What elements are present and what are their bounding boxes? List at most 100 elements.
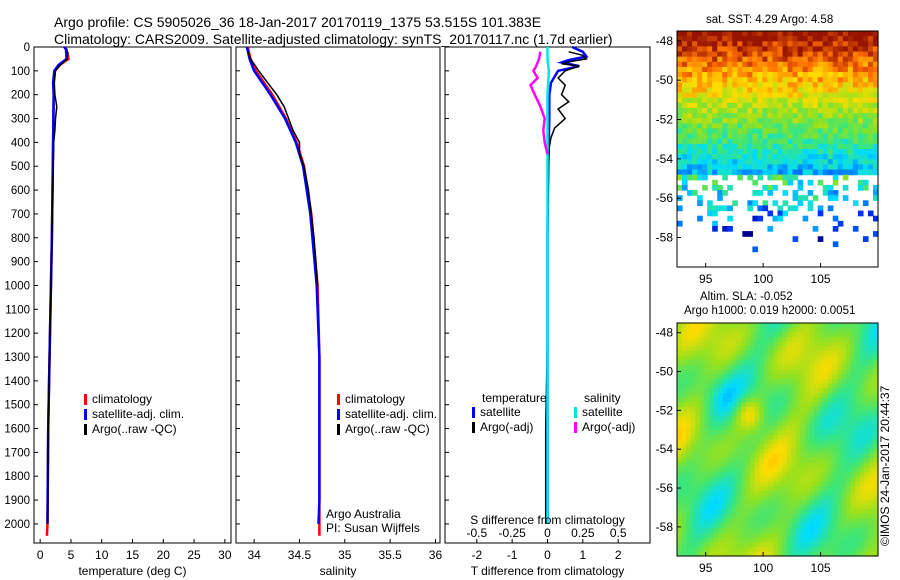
- sst-cell: [862, 128, 869, 135]
- sla-cell: [745, 374, 751, 380]
- sla-cell: [718, 374, 724, 380]
- sla-cell: [836, 481, 843, 487]
- sla-cell: [868, 434, 875, 441]
- sst-cell: [827, 143, 834, 150]
- sst-cell: [832, 97, 839, 104]
- sla-cell: [768, 509, 774, 515]
- sst-cell: [757, 102, 764, 109]
- sst-cell: [772, 133, 779, 140]
- sst-cell: [822, 123, 829, 130]
- sst-cell: [802, 51, 809, 58]
- sla-cell: [713, 486, 719, 492]
- sst-cell: [712, 138, 718, 145]
- sst-cell: [747, 56, 753, 63]
- sla-cell: [690, 462, 696, 469]
- sst-cell: [807, 205, 814, 212]
- sla-cell: [704, 504, 710, 510]
- ytick-label-14: 1400: [4, 376, 30, 388]
- sst-cell: [677, 143, 683, 150]
- sla-cell: [818, 504, 824, 510]
- sla-cell: [777, 444, 783, 450]
- sst-cell: [712, 61, 718, 68]
- sla-cell: [763, 486, 769, 492]
- sst-cell: [677, 174, 683, 181]
- sla-cell: [731, 346, 737, 352]
- sla-cell: [791, 495, 797, 501]
- sst-cell: [707, 36, 713, 42]
- sla-cell: [681, 364, 687, 371]
- sst-cell: [852, 41, 859, 47]
- sla-cell: [782, 537, 788, 543]
- sla-cell: [818, 532, 824, 538]
- sla-cell: [791, 481, 797, 487]
- sla-cell: [759, 551, 765, 557]
- sla-cell: [768, 472, 774, 478]
- sla-cell: [731, 448, 737, 455]
- sst-cell: [837, 36, 844, 42]
- sst-cell: [817, 154, 824, 160]
- sst-cell: [687, 149, 693, 155]
- sla-cell: [836, 439, 843, 445]
- sla-cell: [786, 332, 792, 338]
- sla-cell: [873, 462, 879, 469]
- sst-cell: [752, 215, 759, 222]
- sla-cell: [850, 323, 856, 329]
- sla-cell: [708, 439, 715, 445]
- sst-cell: [772, 56, 779, 63]
- sla-cell: [832, 355, 838, 361]
- sst-cell: [842, 128, 849, 135]
- sla-cell: [690, 523, 696, 529]
- sla-cell: [750, 439, 756, 445]
- sla-cell: [827, 402, 833, 408]
- sla-cell: [795, 439, 801, 445]
- sst-cell: [727, 128, 733, 135]
- sst-cell: [727, 36, 733, 42]
- sst-cell: [757, 31, 764, 37]
- sla-cell: [759, 378, 765, 385]
- sst-cell: [737, 133, 743, 140]
- sla-cell: [690, 336, 696, 343]
- sla-cell: [836, 430, 843, 436]
- sla-cell: [745, 490, 751, 497]
- sla-cell: [745, 495, 751, 501]
- sla-cell: [855, 458, 861, 464]
- sla-cell: [804, 448, 811, 455]
- sla-cell: [736, 537, 742, 543]
- sla-cell: [809, 430, 815, 436]
- sla-cell: [823, 439, 829, 445]
- sla-cell: [695, 444, 701, 450]
- sla-cell: [804, 467, 811, 473]
- sla-cell: [736, 374, 742, 380]
- sla-cell: [722, 369, 728, 375]
- sla-cell: [759, 388, 765, 394]
- sst-cell: [752, 56, 759, 63]
- sla-cell: [763, 383, 769, 389]
- sla-cell: [818, 458, 824, 464]
- sla-cell: [695, 378, 701, 385]
- sst-cell: [862, 102, 869, 109]
- sst-cell: [792, 195, 799, 201]
- sst-cell: [722, 190, 728, 196]
- sst-cell: [827, 190, 834, 196]
- sla-cell: [814, 551, 820, 557]
- legend-header-salinity: salinity: [584, 391, 621, 405]
- sst-cell: [717, 159, 723, 165]
- sla-cell: [814, 350, 820, 357]
- sst-cell: [732, 169, 738, 176]
- series-difference-0: [546, 45, 589, 524]
- sla-cell: [763, 528, 769, 534]
- sla-cell: [777, 332, 783, 338]
- sst-cell: [792, 138, 799, 145]
- sla-cell: [791, 462, 797, 469]
- sla-cell: [772, 542, 779, 548]
- sst-cell: [842, 61, 849, 68]
- sla-cell: [681, 448, 687, 455]
- sla-cell: [800, 378, 806, 385]
- sst-cell: [677, 102, 683, 109]
- sst-cell: [772, 61, 779, 68]
- sla-cell: [823, 453, 829, 459]
- sla-cell: [800, 392, 806, 399]
- sla-cell: [836, 327, 843, 333]
- sla-cell: [777, 490, 783, 497]
- sst-cell: [682, 51, 688, 58]
